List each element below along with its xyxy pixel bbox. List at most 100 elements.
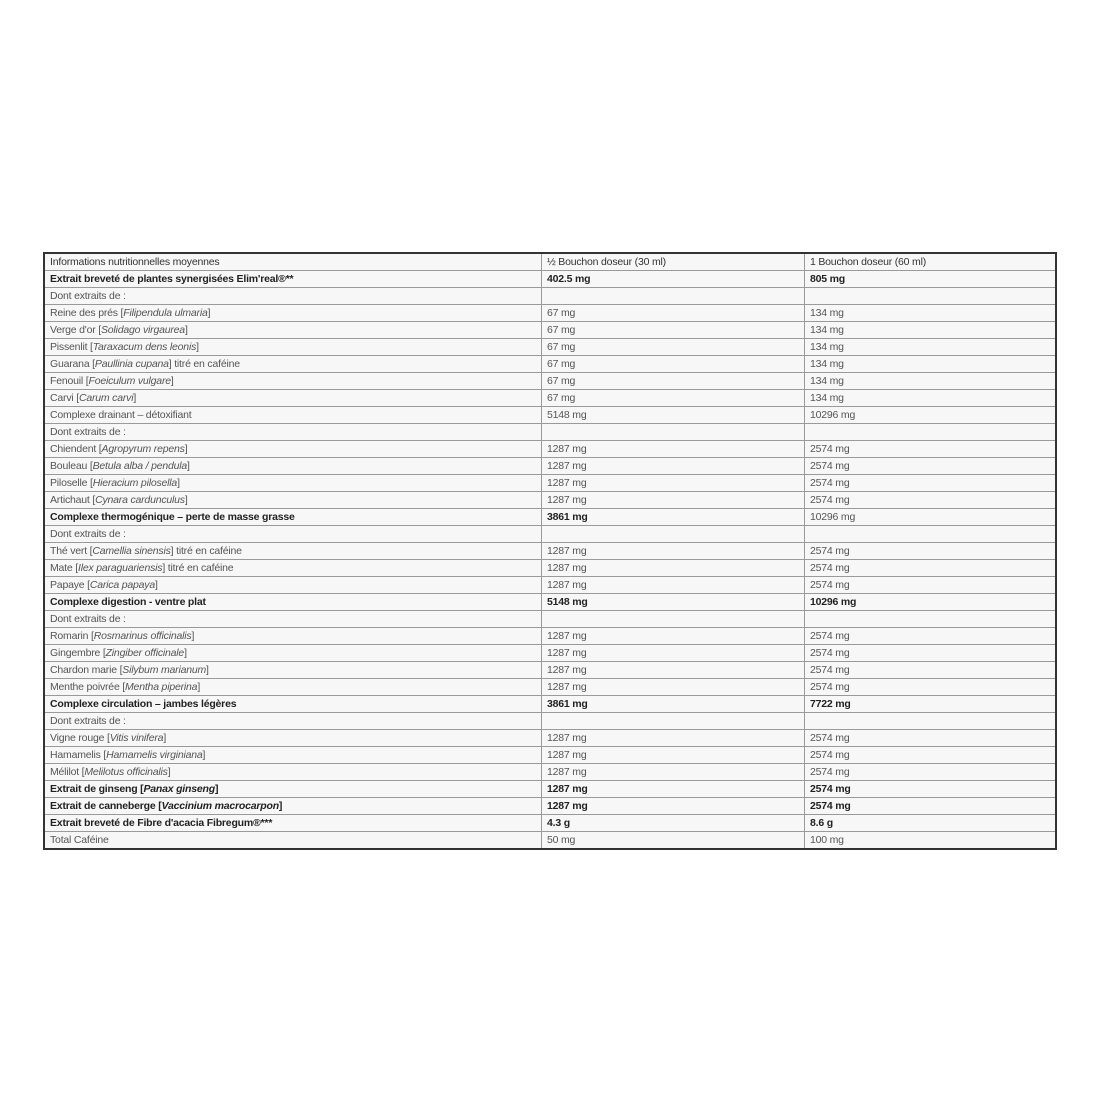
half-dose-value: 402.5 mg bbox=[541, 270, 805, 288]
ingredient-suffix: ] bbox=[207, 307, 211, 319]
half-dose-value: 67 mg bbox=[541, 304, 805, 322]
ingredient-name: Papaye [ bbox=[50, 579, 90, 591]
half-dose-value: 1287 mg bbox=[541, 627, 805, 645]
ingredient-cell: Complexe drainant – détoxifiant bbox=[43, 406, 542, 424]
latin-name: Camellia sinensis bbox=[92, 545, 171, 557]
table-row: Pissenlit [Taraxacum dens leonis] 67 mg 13… bbox=[43, 338, 1057, 356]
full-dose-value: 2574 mg bbox=[804, 542, 1057, 560]
half-dose-value: 1287 mg bbox=[541, 644, 805, 662]
ingredient-suffix: ] bbox=[133, 392, 137, 404]
header-label: Informations nutritionnelles moyennes bbox=[43, 252, 542, 271]
ingredient-cell: Papaye [Carica papaya] bbox=[43, 576, 542, 594]
half-dose-value bbox=[541, 525, 805, 543]
full-dose-value: 100 mg bbox=[804, 831, 1057, 850]
full-dose-value: 805 mg bbox=[804, 270, 1057, 288]
full-dose-value: 2574 mg bbox=[804, 474, 1057, 492]
ingredient-name: Chiendent [ bbox=[50, 443, 102, 455]
table-row: Thé vert [Camellia sinensis] titré en ca… bbox=[43, 542, 1057, 560]
table-row: Dont extraits de : bbox=[43, 610, 1057, 628]
half-dose-value: 1287 mg bbox=[541, 729, 805, 747]
table-row: Dont extraits de : bbox=[43, 712, 1057, 730]
ingredient-cell: Extrait de ginseng [Panax ginseng] bbox=[43, 780, 542, 798]
ingredient-cell: Pissenlit [Taraxacum dens leonis] bbox=[43, 338, 542, 356]
table-row: Romarin [Rosmarinus officinalis] 1287 mg 2… bbox=[43, 627, 1057, 645]
ingredient-name: Menthe poivrée [ bbox=[50, 681, 126, 693]
full-dose-value: 10296 mg bbox=[804, 508, 1057, 526]
full-dose-value bbox=[804, 525, 1057, 543]
table-header-row: Informations nutritionnelles moyennes ½ … bbox=[43, 252, 1057, 271]
table-row: Guarana [Paullinia cupana] titré en café… bbox=[43, 355, 1057, 373]
ingredient-name: Dont extraits de : bbox=[50, 426, 126, 438]
full-dose-value: 2574 mg bbox=[804, 661, 1057, 679]
half-dose-value bbox=[541, 423, 805, 441]
half-dose-value bbox=[541, 287, 805, 305]
ingredient-cell: Thé vert [Camellia sinensis] titré en ca… bbox=[43, 542, 542, 560]
ingredient-name: Extrait de canneberge [ bbox=[50, 800, 162, 812]
latin-name: Paullinia cupana bbox=[94, 358, 169, 370]
ingredient-cell: Reine des prés [Filipendula ulmaria] bbox=[43, 304, 542, 322]
half-dose-value: 1287 mg bbox=[541, 457, 805, 475]
latin-name: Panax ginseng bbox=[143, 783, 215, 795]
table-row: Dont extraits de : bbox=[43, 525, 1057, 543]
half-dose-value: 1287 mg bbox=[541, 780, 805, 798]
table-row: Extrait de canneberge [Vaccinium macroca… bbox=[43, 797, 1057, 815]
table-row: Bouleau [Betula alba / pendula] 1287 mg 25… bbox=[43, 457, 1057, 475]
half-dose-value bbox=[541, 712, 805, 730]
full-dose-value: 2574 mg bbox=[804, 627, 1057, 645]
ingredient-name: Chardon marie [ bbox=[50, 664, 123, 676]
full-dose-value: 2574 mg bbox=[804, 763, 1057, 781]
ingredient-cell: Artichaut [Cynara cardunculus] bbox=[43, 491, 542, 509]
ingredient-suffix: ] bbox=[177, 477, 180, 489]
ingredient-cell: Extrait breveté de Fibre d'acacia Fibreg… bbox=[43, 814, 542, 832]
latin-name: Vitis vinifera bbox=[109, 732, 164, 744]
ingredient-name: Complexe drainant – détoxifiant bbox=[50, 409, 192, 421]
half-dose-value: 5148 mg bbox=[541, 593, 805, 611]
full-dose-value: 10296 mg bbox=[804, 593, 1057, 611]
ingredient-suffix: ] bbox=[214, 783, 219, 795]
ingredient-cell: Chardon marie [Silybum marianum] bbox=[43, 661, 542, 679]
half-dose-value: 1287 mg bbox=[541, 559, 805, 577]
table-row: Total Caféine 50 mg 100 mg bbox=[43, 831, 1057, 850]
latin-name: Hieracium pilosella bbox=[92, 477, 178, 489]
ingredient-suffix: ] titré en caféine bbox=[162, 562, 234, 574]
ingredient-name: Total Caféine bbox=[50, 834, 109, 846]
ingredient-suffix: ] bbox=[184, 647, 187, 659]
ingredient-name: Vigne rouge [ bbox=[50, 732, 110, 744]
half-dose-value: 1287 mg bbox=[541, 542, 805, 560]
ingredient-suffix: ] bbox=[170, 375, 174, 387]
latin-name: Mentha piperina bbox=[125, 681, 198, 693]
full-dose-value: 2574 mg bbox=[804, 559, 1057, 577]
half-dose-value: 67 mg bbox=[541, 389, 805, 407]
ingredient-name: Artichaut [ bbox=[50, 494, 96, 506]
table-row: Mate [Ilex paraguariensis] titré en café… bbox=[43, 559, 1057, 577]
ingredient-cell: Mate [Ilex paraguariensis] titré en café… bbox=[43, 559, 542, 577]
table-row: Dont extraits de : bbox=[43, 423, 1057, 441]
ingredient-name: Dont extraits de : bbox=[50, 715, 126, 727]
table-row: Vigne rouge [Vitis vinifera] 1287 mg 2574 … bbox=[43, 729, 1057, 747]
table-row: Chiendent [Agropyrum repens] 1287 mg 2574 … bbox=[43, 440, 1057, 458]
table-row: Extrait de ginseng [Panax ginseng] 1287 m… bbox=[43, 780, 1057, 798]
table-row: Gingembre [Zingiber officinale] 1287 mg 25… bbox=[43, 644, 1057, 662]
table-row: Carvi [Carum carvi] 67 mg 134 mg bbox=[43, 389, 1057, 407]
full-dose-value bbox=[804, 423, 1057, 441]
full-dose-value: 2574 mg bbox=[804, 780, 1057, 798]
ingredient-suffix: ] bbox=[184, 443, 188, 455]
ingredient-cell: Fenouil [Foeiculum vulgare] bbox=[43, 372, 542, 390]
ingredient-cell: Gingembre [Zingiber officinale] bbox=[43, 644, 542, 662]
nutrition-table: Informations nutritionnelles moyennes ½ … bbox=[43, 252, 1057, 850]
latin-name: Carum carvi bbox=[78, 392, 134, 404]
full-dose-value: 134 mg bbox=[804, 389, 1057, 407]
ingredient-suffix: ] bbox=[187, 460, 190, 472]
ingredient-name: Dont extraits de : bbox=[50, 613, 126, 625]
latin-name: Melilotus officinalis bbox=[84, 766, 168, 778]
ingredient-cell: Hamamelis [Hamamelis virginiana] bbox=[43, 746, 542, 764]
full-dose-value bbox=[804, 610, 1057, 628]
latin-name: Carica papaya bbox=[89, 579, 155, 591]
ingredient-cell: Complexe digestion - ventre plat bbox=[43, 593, 542, 611]
half-dose-value: 1287 mg bbox=[541, 678, 805, 696]
table-row: Complexe circulation – jambes légères 386… bbox=[43, 695, 1057, 713]
table-row: Mélilot [Melilotus officinalis] 1287 mg 25… bbox=[43, 763, 1057, 781]
ingredient-name: Extrait de ginseng [ bbox=[50, 783, 144, 795]
table-row: Piloselle [Hieracium pilosella] 1287 mg 25… bbox=[43, 474, 1057, 492]
full-dose-value: 134 mg bbox=[804, 372, 1057, 390]
